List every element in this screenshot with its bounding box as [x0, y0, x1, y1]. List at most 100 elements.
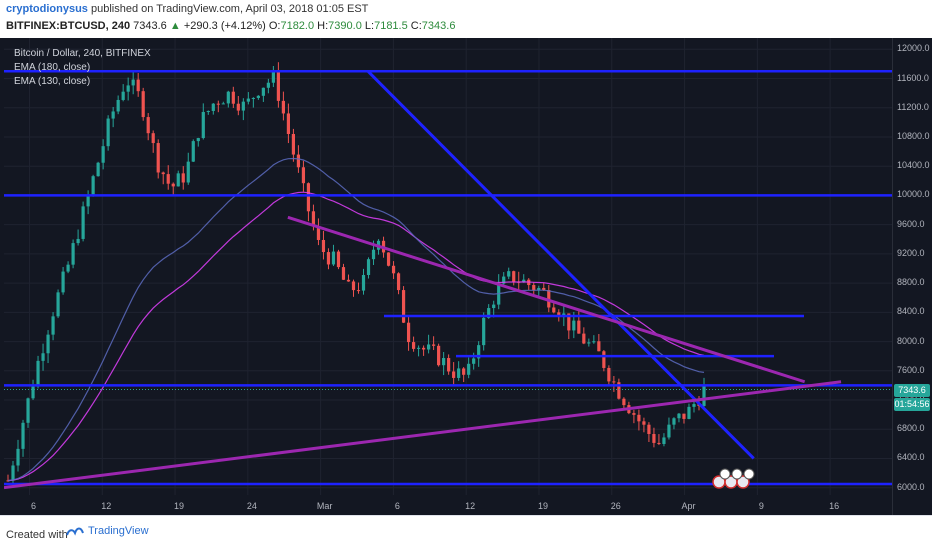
- chart-area[interactable]: Bitcoin / Dollar, 240, BITFINEX EMA (180…: [0, 38, 932, 515]
- candle-body: [386, 252, 391, 266]
- price-tick-label: 8400.0: [897, 306, 925, 317]
- candle-body: [231, 91, 235, 104]
- candle-body: [677, 413, 681, 419]
- candle-body: [66, 264, 70, 272]
- candle-body: [341, 267, 346, 280]
- chart-svg[interactable]: [4, 38, 892, 515]
- price-tick-label: 8800.0: [897, 277, 925, 288]
- candle-body: [567, 313, 571, 331]
- candle-body: [682, 413, 686, 419]
- candle-body: [296, 154, 301, 168]
- candle-body: [662, 437, 666, 444]
- candle-body: [301, 167, 306, 184]
- trendline: [287, 215, 806, 384]
- candle-body: [532, 285, 536, 291]
- candle-body: [6, 480, 10, 482]
- candle-body: [366, 259, 371, 276]
- time-tick-label: 24: [246, 501, 257, 511]
- candle-body: [577, 320, 581, 334]
- candle-body: [191, 141, 195, 162]
- candle-body: [512, 271, 516, 282]
- candle-body: [477, 345, 481, 359]
- tradingview-logo-icon: [66, 527, 84, 536]
- price-tick-label: 7600.0: [897, 364, 925, 375]
- candle-body: [336, 251, 341, 268]
- price-axis[interactable]: 12000.0 11600.0 11200.0 10800.0 10400.0 10000…: [892, 38, 932, 515]
- candle-body: [421, 347, 426, 350]
- candle-body: [637, 414, 641, 422]
- close-label: C:: [410, 20, 422, 32]
- published-text: published on TradingView.com, April 03, …: [90, 3, 369, 15]
- candle-body: [166, 174, 170, 184]
- countdown-badge: 01:54:56: [894, 397, 930, 411]
- candle-body: [467, 363, 471, 375]
- price-tick-label: 11600.0: [897, 72, 929, 83]
- chart-legend: Bitcoin / Dollar, 240, BITFINEX EMA (180…: [14, 47, 151, 89]
- time-tick-label: 26: [610, 501, 621, 511]
- price-tick-label: 6000.0: [897, 481, 925, 492]
- candle-body: [306, 183, 311, 212]
- close-value: 7343.6: [421, 20, 456, 32]
- candle-body: [71, 243, 75, 265]
- candle-body: [607, 367, 611, 382]
- candle-body: [462, 368, 466, 375]
- candle-body: [647, 424, 651, 435]
- candle-body: [401, 290, 406, 323]
- candle-body: [587, 342, 591, 344]
- candle-body: [116, 99, 120, 112]
- candle-body: [126, 85, 130, 92]
- candle-body: [226, 91, 230, 104]
- candle-body: [672, 418, 676, 425]
- candle-body: [121, 91, 125, 100]
- candle-body: [572, 320, 576, 331]
- candle-body: [437, 345, 441, 366]
- candle-body: [442, 358, 446, 366]
- open-label: O:: [268, 20, 281, 32]
- chart-plot[interactable]: Bitcoin / Dollar, 240, BITFINEX EMA (180…: [4, 38, 892, 515]
- candle-body: [11, 465, 15, 481]
- candle-body: [321, 239, 326, 253]
- candle-body: [36, 360, 40, 387]
- low-value: 7181.5: [374, 20, 408, 32]
- candle-body: [26, 398, 30, 423]
- candle-body: [346, 279, 351, 282]
- high-label: H:: [317, 20, 329, 32]
- time-tick-label: Apr: [681, 501, 696, 511]
- symbol-label: BITFINEX:BTCUSD, 240: [6, 20, 131, 32]
- candle-body: [91, 176, 95, 195]
- candle-body: [391, 265, 396, 274]
- candle-body: [602, 351, 606, 368]
- ema-180-line: [7, 191, 705, 482]
- change-value: +290.3 (+4.12%): [183, 20, 266, 32]
- quote-line: BITFINEX:BTCUSD, 240 7343.6 ▲ +290.3 (+4…: [6, 20, 455, 32]
- author-link[interactable]: cryptodionysus: [6, 3, 88, 15]
- candle-body: [141, 91, 145, 118]
- candle-body: [472, 358, 476, 364]
- tradingview-brand: TradingView: [88, 525, 149, 537]
- event-flags[interactable]: [710, 468, 760, 492]
- flag-icon: [731, 468, 743, 480]
- candle-body: [432, 344, 436, 346]
- price-tick-label: 6400.0: [897, 452, 925, 463]
- candle-body: [316, 226, 321, 240]
- price-tick-label: 10800.0: [897, 130, 930, 141]
- candle-body: [411, 342, 416, 349]
- candle-body: [286, 113, 291, 134]
- candle-body: [216, 103, 220, 105]
- candle-body: [16, 448, 20, 466]
- candle-body: [361, 275, 366, 291]
- flag-icon: [736, 475, 750, 489]
- price-tick-label: 8000.0: [897, 335, 925, 346]
- flag-icon: [719, 468, 731, 480]
- candle-body: [46, 334, 50, 354]
- change-arrow-icon: ▲: [169, 20, 181, 32]
- candle-body: [21, 422, 25, 449]
- candle-body: [206, 110, 210, 112]
- last-price: 7343.6: [133, 20, 167, 32]
- price-tick-label: 6800.0: [897, 423, 925, 434]
- candle-body: [612, 381, 616, 383]
- time-tick-label: 19: [174, 501, 185, 511]
- price-tick-label: 12000.0: [897, 43, 930, 54]
- candle-body: [251, 97, 255, 99]
- tradingview-link[interactable]: TradingView: [66, 525, 149, 537]
